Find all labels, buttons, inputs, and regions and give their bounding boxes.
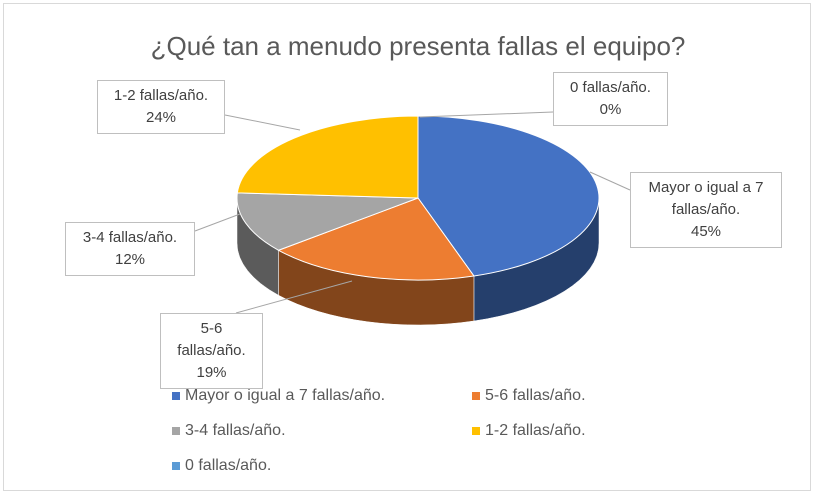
- pie-slice: [417, 115, 600, 277]
- legend-swatch: [172, 392, 180, 400]
- leader-line: [419, 111, 554, 118]
- data-label-text: 24%: [145, 109, 177, 126]
- pie-slice: [236, 115, 419, 199]
- legend-label: 5-6 fallas/año.: [485, 387, 586, 404]
- leader-line: [194, 213, 241, 232]
- data-label-text: 0%: [599, 101, 622, 118]
- leader-line: [224, 114, 301, 131]
- pie-slice: [236, 192, 419, 251]
- data-label: 3-4 fallas/año. 12%: [65, 222, 195, 276]
- pie-slice: [277, 197, 475, 281]
- legend-swatch: [172, 427, 180, 435]
- legend-swatch: [172, 462, 180, 470]
- data-label-text: 1-2 fallas/año.: [113, 87, 209, 104]
- data-label: 1-2 fallas/año. 24%: [97, 80, 225, 134]
- legend-label: 1-2 fallas/año.: [485, 422, 586, 439]
- data-label-text: 0 fallas/año.: [570, 79, 651, 96]
- legend-label: Mayor o igual a 7 fallas/año.: [185, 387, 385, 404]
- data-label-text: 19%: [196, 364, 227, 381]
- data-label-text: Mayor o igual a 7 fallas/año.: [648, 179, 764, 218]
- legend-swatch: [472, 427, 480, 435]
- data-label: Mayor o igual a 7 fallas/año. 45%: [630, 172, 782, 248]
- legend-label: 0 fallas/año.: [185, 457, 271, 474]
- data-label-text: 5-6 fallas/año.: [177, 320, 246, 359]
- data-label: 5-6 fallas/año. 19%: [160, 313, 263, 389]
- data-label-text: 12%: [114, 251, 146, 268]
- leader-line: [589, 171, 631, 191]
- chart-title: ¿Qué tan a menudo presenta fallas el equ…: [151, 31, 686, 61]
- leader-line: [235, 280, 353, 314]
- legend-label: 3-4 fallas/año.: [185, 422, 286, 439]
- data-label-text: 3-4 fallas/año.: [82, 229, 178, 246]
- data-label: 0 fallas/año. 0%: [553, 72, 668, 126]
- data-label-text: 45%: [690, 223, 722, 240]
- legend-swatch: [472, 392, 480, 400]
